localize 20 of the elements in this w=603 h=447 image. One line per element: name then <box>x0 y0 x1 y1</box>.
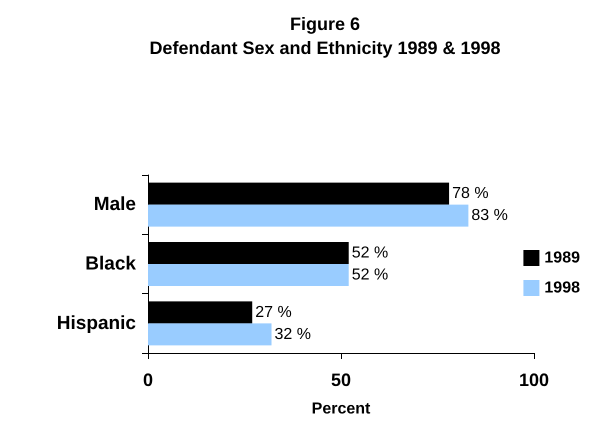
data-label: 83 % <box>471 207 508 224</box>
y-tick-label: Male <box>94 194 136 216</box>
data-label: 32 % <box>274 326 311 343</box>
data-label: 27 % <box>255 304 292 321</box>
y-tick-label: Hispanic <box>56 312 136 334</box>
legend-label: 1998 <box>544 280 580 296</box>
data-label: 52 % <box>352 244 388 262</box>
bar <box>148 204 468 227</box>
data-label: 78 % <box>452 185 489 202</box>
data-label: 52 % <box>352 266 388 284</box>
x-tick-label: 100 <box>518 370 550 390</box>
chart-subtitle: Defendant Sex and Ethnicity 1989 & 1998 <box>149 38 501 58</box>
x-axis-title: Percent <box>312 400 372 418</box>
bar <box>148 323 272 346</box>
bar <box>148 264 349 286</box>
y-tick-label: Black <box>85 254 136 274</box>
chart-title: Figure 6 <box>290 14 360 34</box>
x-tick-label: 50 <box>330 370 352 390</box>
legend-label: 1989 <box>544 250 580 266</box>
x-tick-label: 0 <box>142 370 154 390</box>
